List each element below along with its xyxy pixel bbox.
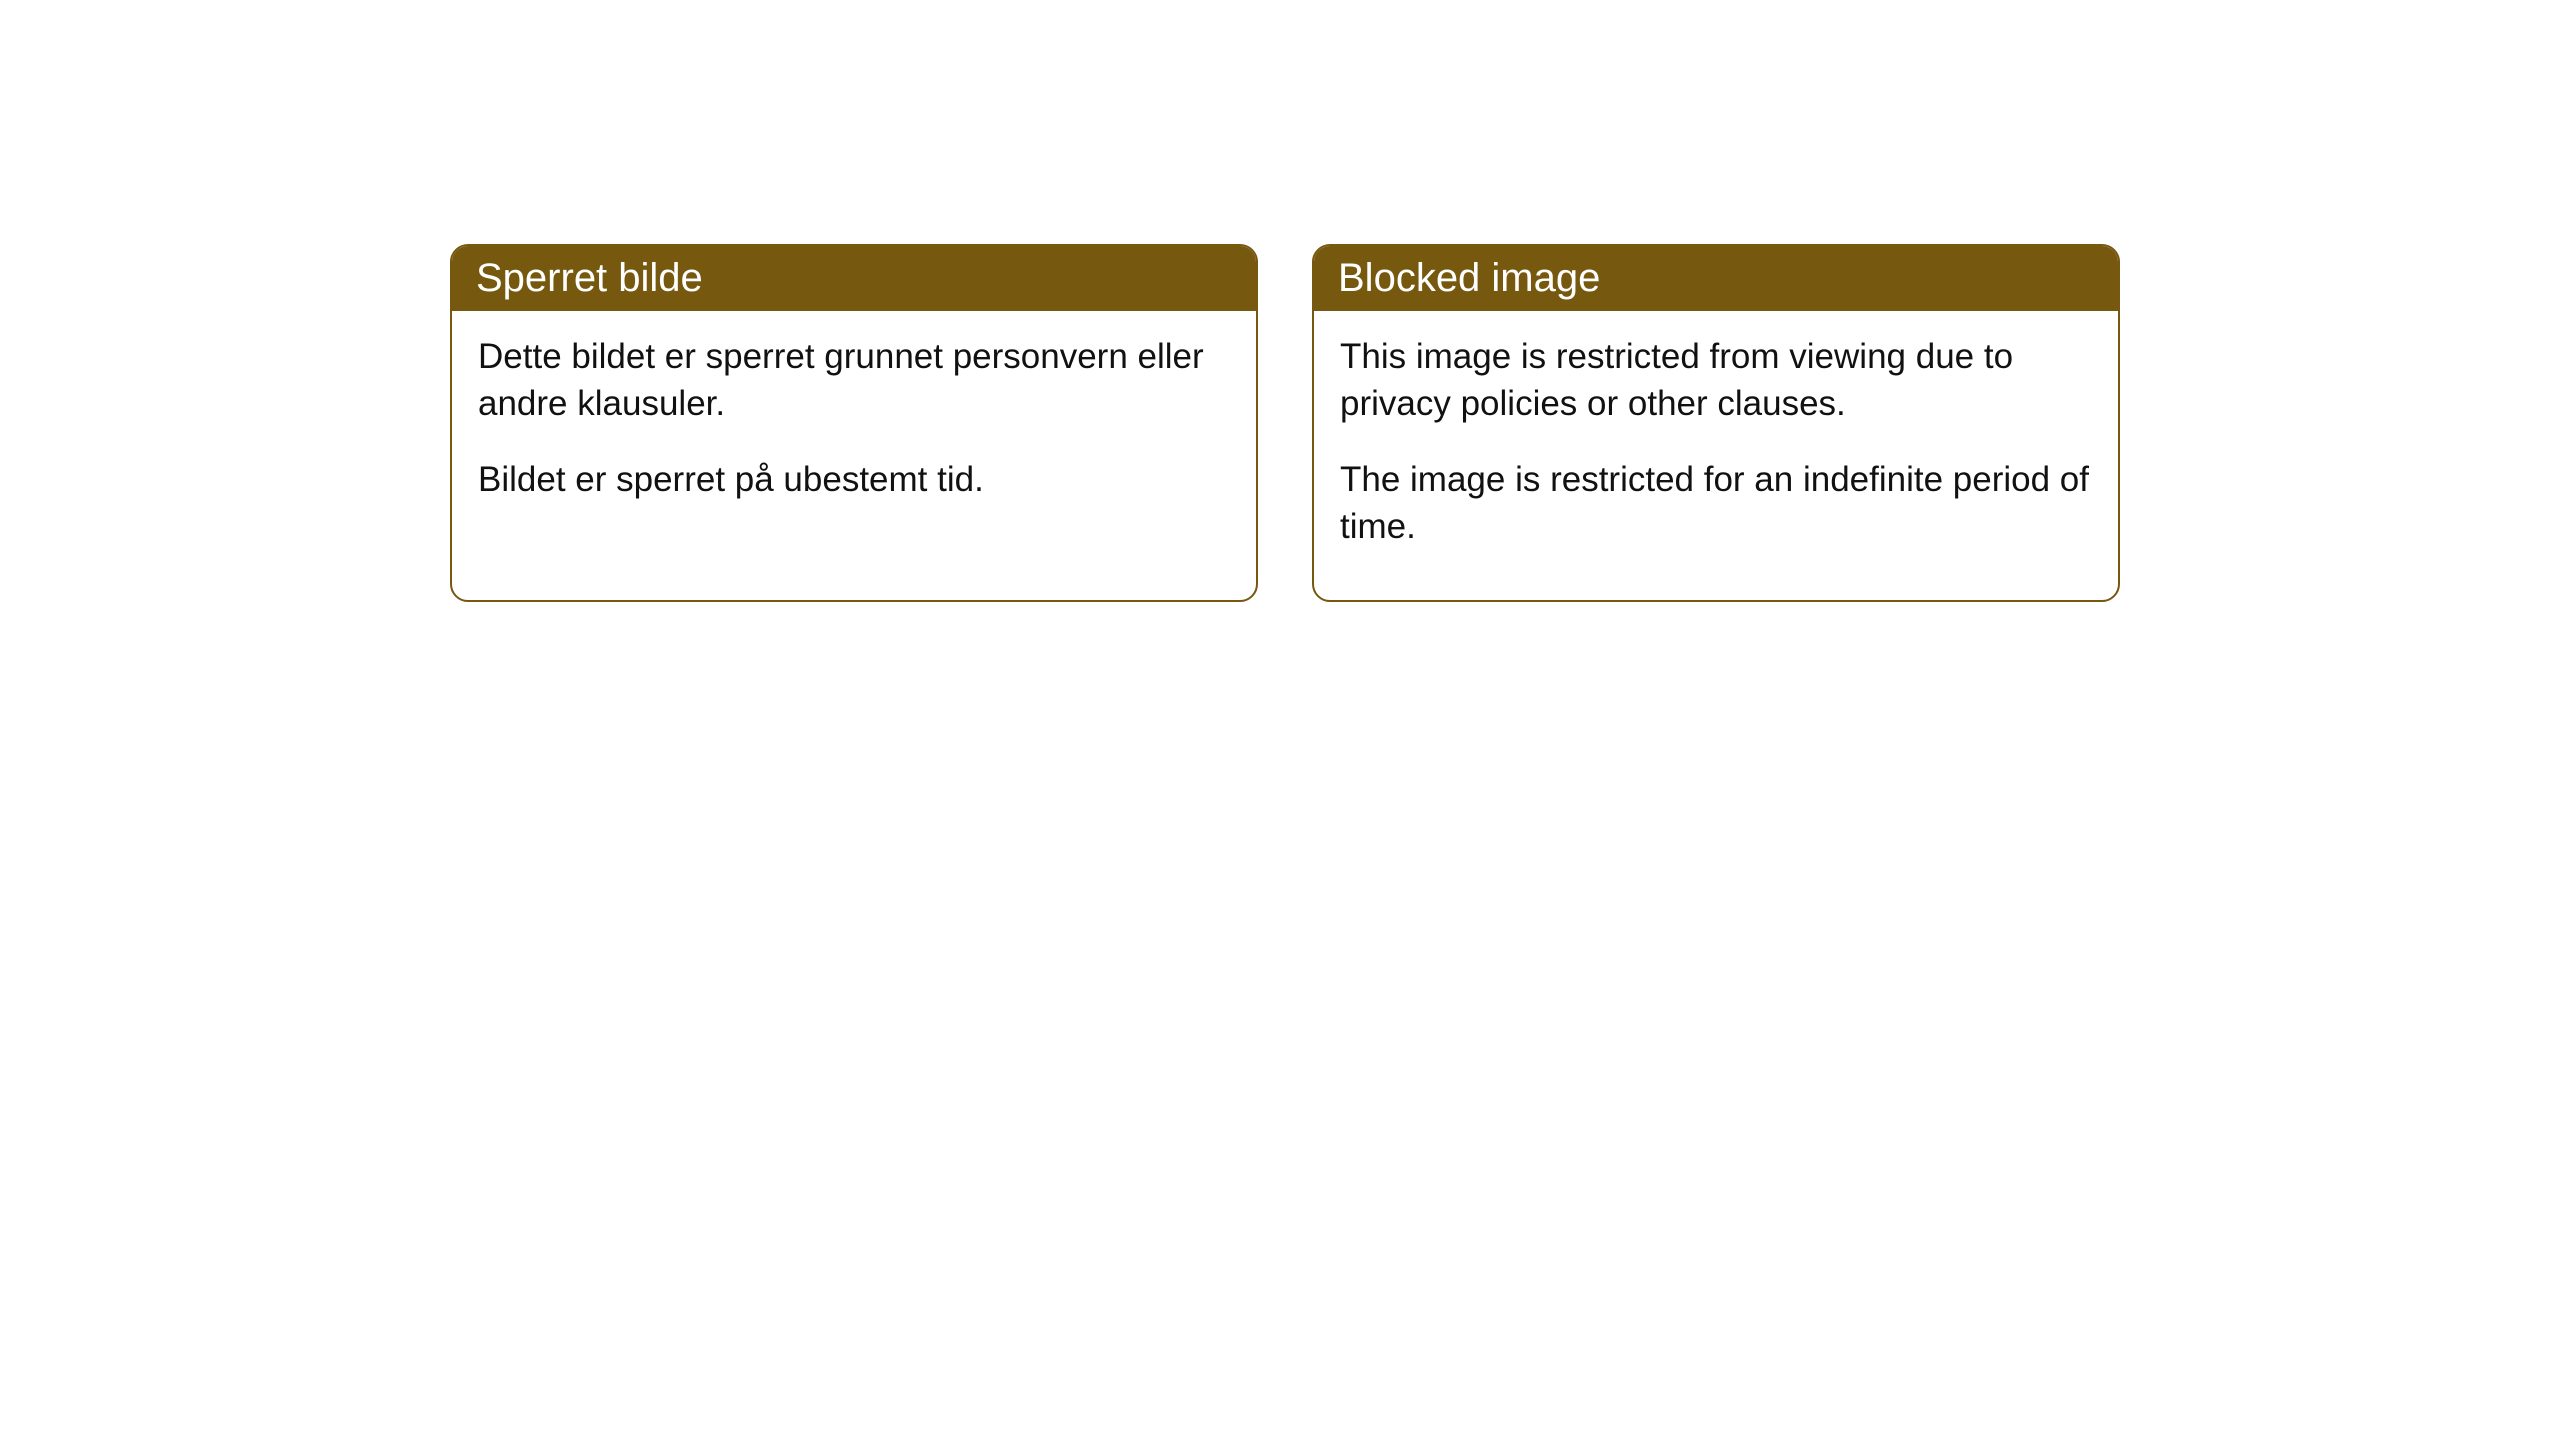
notice-cards-container: Sperret bilde Dette bildet er sperret gr… <box>450 244 2120 602</box>
card-header-en: Blocked image <box>1314 246 2118 311</box>
card-body-no: Dette bildet er sperret grunnet personve… <box>452 311 1256 553</box>
blocked-image-card-no: Sperret bilde Dette bildet er sperret gr… <box>450 244 1258 602</box>
card-text-en-2: The image is restricted for an indefinit… <box>1340 456 2092 551</box>
card-header-no: Sperret bilde <box>452 246 1256 311</box>
card-title-no: Sperret bilde <box>476 256 703 300</box>
card-text-no-2: Bildet er sperret på ubestemt tid. <box>478 456 1230 503</box>
card-body-en: This image is restricted from viewing du… <box>1314 311 2118 600</box>
blocked-image-card-en: Blocked image This image is restricted f… <box>1312 244 2120 602</box>
card-text-en-1: This image is restricted from viewing du… <box>1340 333 2092 428</box>
card-text-no-1: Dette bildet er sperret grunnet personve… <box>478 333 1230 428</box>
card-title-en: Blocked image <box>1338 256 1600 300</box>
